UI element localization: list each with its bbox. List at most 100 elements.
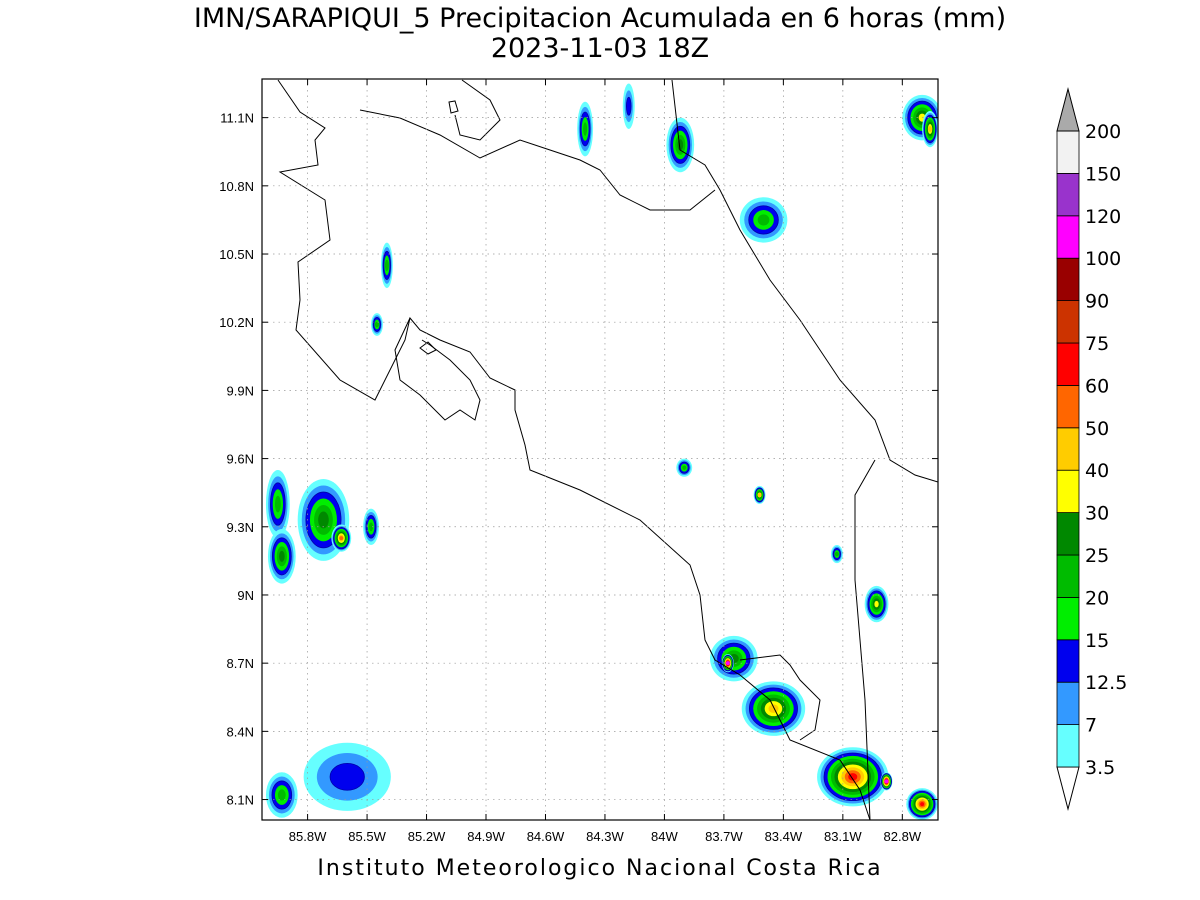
colorbar-swatch xyxy=(1056,427,1080,471)
lat-tick-label: 10.5N xyxy=(219,247,254,262)
colorbar-swatch xyxy=(1056,257,1080,302)
precip-cell xyxy=(666,117,695,173)
precip-cell xyxy=(371,313,383,336)
colorbar-swatch xyxy=(1056,215,1080,259)
coastline-lake-nicaragua xyxy=(454,79,501,141)
precip-cell xyxy=(380,242,393,289)
colorbar-label: 150 xyxy=(1085,163,1121,185)
colorbar-swatch xyxy=(1056,554,1080,598)
colorbar-label: 12.5 xyxy=(1085,672,1127,694)
precip-cell xyxy=(622,83,635,130)
colorbar-swatch xyxy=(1056,597,1080,641)
colorbar-label: 50 xyxy=(1085,418,1109,440)
coastline-osa xyxy=(739,654,821,741)
precip-contour xyxy=(757,492,762,497)
lat-tick-label: 8.7N xyxy=(227,656,254,671)
lat-tick-label: 9.6N xyxy=(227,452,254,467)
lon-tick-label: 83.1W xyxy=(824,829,862,844)
precip-contour xyxy=(884,779,889,784)
colorbar-swatch xyxy=(1056,724,1080,768)
credit-text: Instituto Meteorologico Nacional Costa R… xyxy=(317,856,883,881)
precip-contour xyxy=(274,495,281,513)
precip-cell xyxy=(739,197,788,243)
lat-tick-label: 8.4N xyxy=(227,724,254,739)
map-title-line2: 2023-11-03 18Z xyxy=(490,33,710,64)
precip-cell xyxy=(577,101,594,157)
lon-tick-label: 82.8W xyxy=(884,829,922,844)
lon-tick-label: 84.6W xyxy=(527,829,565,844)
precip-contour xyxy=(682,465,687,470)
precip-contour xyxy=(626,96,632,116)
colorbar-label: 15 xyxy=(1085,630,1109,652)
coastline-pacific xyxy=(277,79,871,820)
precip-cell xyxy=(906,788,938,820)
lon-tick-label: 84W xyxy=(651,829,678,844)
colorbar-label: 90 xyxy=(1085,291,1109,313)
precip-contour xyxy=(928,126,933,132)
lon-tick-label: 83.7W xyxy=(705,829,743,844)
map-frame xyxy=(261,78,939,821)
precip-cell xyxy=(880,772,893,791)
precip-cell xyxy=(721,654,734,673)
colorbar-label: 40 xyxy=(1085,460,1109,482)
precip-cell xyxy=(676,458,693,477)
colorbar-label: 3.5 xyxy=(1085,757,1115,779)
colorbar-swatch xyxy=(1056,639,1080,683)
map-title: IMN/SARAPIQUI_5 Precipitacion Acumulada … xyxy=(0,4,1200,64)
colorbar-label: 30 xyxy=(1085,503,1109,525)
precip-contour xyxy=(339,536,344,541)
precip-contour xyxy=(874,600,879,608)
precip-cell xyxy=(830,544,843,564)
precip-contour xyxy=(369,522,374,532)
colorbar-over-arrow xyxy=(1056,87,1080,132)
colorbar-swatch xyxy=(1056,512,1080,556)
lat-tick-label: 10.2N xyxy=(219,315,254,330)
lon-tick-label: 85.5W xyxy=(348,829,386,844)
precip-contour xyxy=(768,704,779,713)
colorbar-swatch xyxy=(1056,681,1080,726)
colorbar-swatch xyxy=(1056,469,1080,514)
colorbar-label: 120 xyxy=(1085,206,1121,228)
precip-contour xyxy=(277,789,286,801)
coastline xyxy=(277,79,938,820)
precip-cell xyxy=(864,585,889,623)
colorbar-label: 7 xyxy=(1085,715,1097,737)
precip-cell xyxy=(331,524,352,552)
lat-tick-label: 9N xyxy=(237,588,254,603)
colorbar-label: 75 xyxy=(1085,333,1109,355)
coastline-caribbean xyxy=(671,79,938,483)
graticule xyxy=(262,79,938,820)
precip-contour xyxy=(583,122,588,136)
colorbar-legend: 3.5 7 12.5 15 20 25 30 40 50 60 75 90 100 120 150 200 xyxy=(1056,87,1127,811)
colorbar-label: 100 xyxy=(1085,248,1121,270)
colorbar-label: 200 xyxy=(1085,121,1121,143)
island-marker-2 xyxy=(419,341,437,355)
map-title-line1: IMN/SARAPIQUI_5 Precipitacion Acumulada … xyxy=(193,3,1007,34)
precip-cell xyxy=(303,742,391,811)
lat-tick-label: 11.1N xyxy=(220,111,254,126)
precip-contour xyxy=(920,802,925,807)
colorbar-label: 25 xyxy=(1085,545,1109,567)
precip-cell xyxy=(922,110,938,148)
precip-contour xyxy=(329,762,365,791)
precip-contour xyxy=(318,511,329,529)
lon-tick-label: 84.9W xyxy=(467,829,505,844)
island-marker xyxy=(448,100,459,114)
lat-tick-label: 10.8N xyxy=(219,179,254,194)
lat-axis: 8.1N 8.4N 8.7N 9N 9.3N 9.6N 9.9N 10.2N 10.5N 10.8… xyxy=(219,111,938,808)
colorbar-label: 20 xyxy=(1085,587,1109,609)
precip-cell xyxy=(265,772,298,818)
precip-cell xyxy=(265,469,290,539)
precip-cell xyxy=(741,681,806,736)
colorbar-under-arrow xyxy=(1056,766,1080,811)
border-nicaragua xyxy=(359,109,716,211)
lat-tick-label: 8.1N xyxy=(227,793,254,808)
precip-contour xyxy=(725,661,730,666)
precip-contour xyxy=(384,259,389,271)
colorbar-swatch xyxy=(1056,130,1080,174)
lat-tick-label: 9.3N xyxy=(227,520,254,535)
colorbar-swatch xyxy=(1056,300,1080,344)
precip-layer xyxy=(265,83,938,820)
precip-cell xyxy=(817,747,889,807)
